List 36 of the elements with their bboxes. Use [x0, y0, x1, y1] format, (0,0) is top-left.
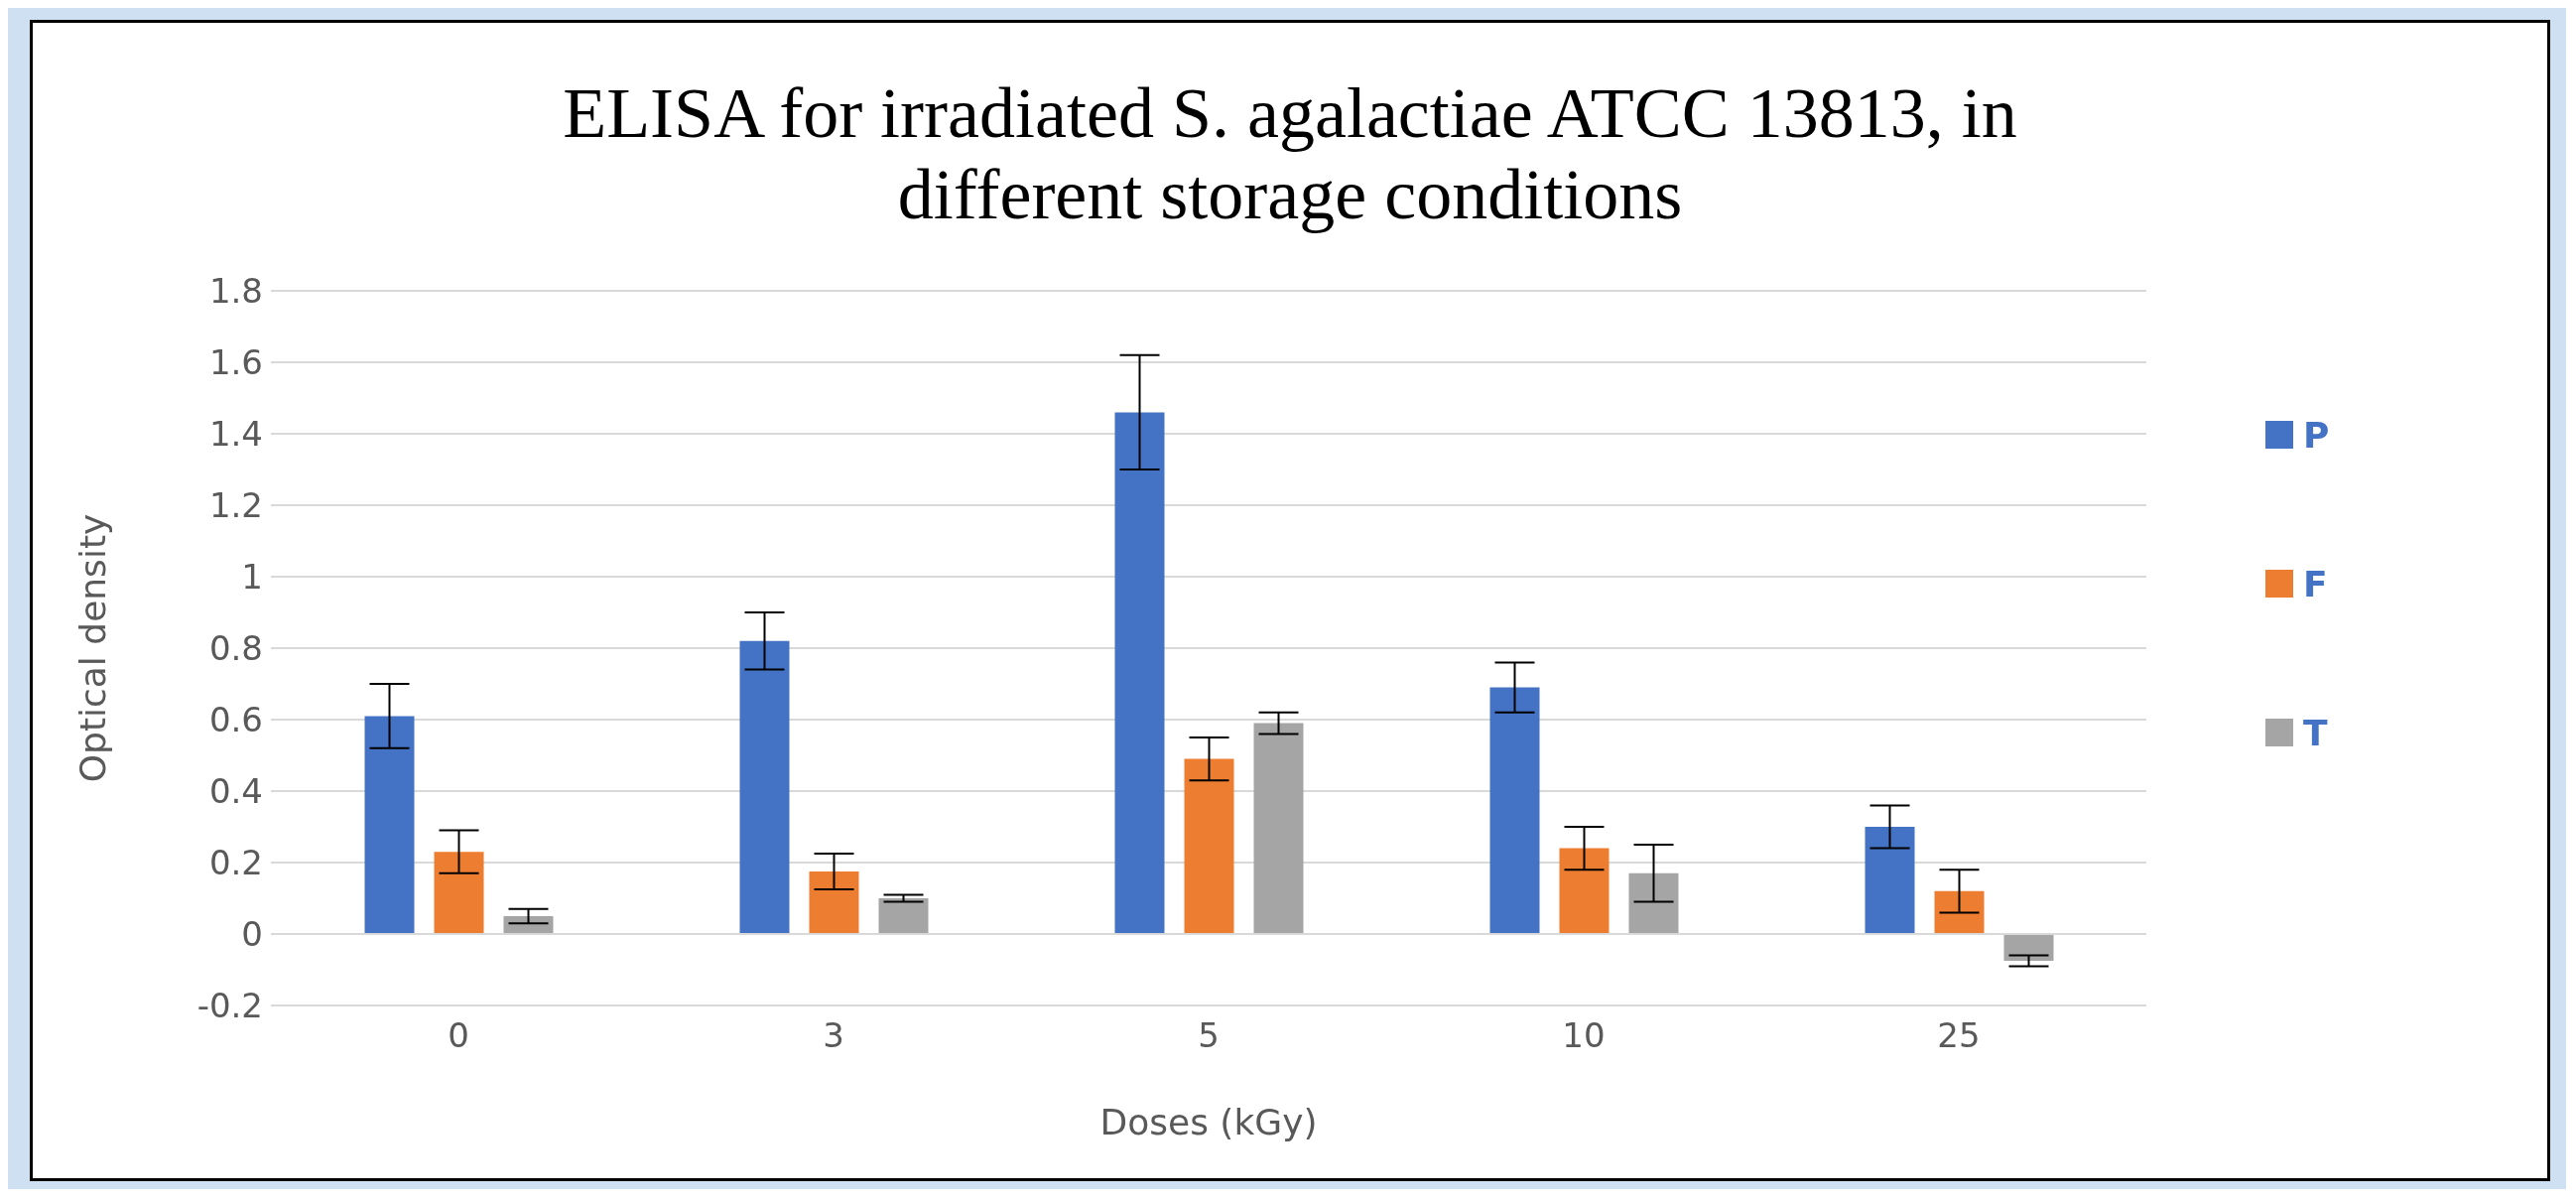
legend-label: F	[2303, 563, 2328, 604]
bar	[2003, 934, 2054, 961]
y-tick-label: 1.2	[208, 485, 263, 526]
bar	[1934, 890, 1985, 934]
y-tick-label: 0	[241, 914, 263, 955]
x-tick-label: 3	[823, 1015, 844, 1056]
x-axis-title: Doses (kGy)	[1099, 1102, 1318, 1142]
y-tick-label: 0.4	[208, 771, 263, 812]
bar	[1865, 827, 1915, 934]
bar	[1628, 872, 1679, 934]
bar	[1184, 758, 1234, 934]
y-tick-label: 1	[241, 557, 263, 598]
y-tick-label: 1.6	[208, 342, 263, 383]
legend-label: P	[2303, 414, 2330, 456]
y-tick-label: 1.4	[208, 414, 263, 455]
y-tick-label: -0.2	[196, 986, 263, 1026]
legend-label: T	[2303, 712, 2328, 753]
chart-title: ELISA for irradiated S. agalactiae ATCC 13813, in different storage conditions	[562, 72, 2018, 235]
x-tick-label: 10	[1562, 1015, 1606, 1056]
x-tick-label: 25	[1937, 1015, 1981, 1056]
x-tick-label: 5	[1198, 1015, 1220, 1056]
y-tick-label: 1.8	[208, 271, 263, 312]
y-tick-label: 0.2	[208, 843, 263, 883]
bar	[1489, 687, 1540, 934]
x-tick-label: 0	[448, 1015, 469, 1056]
bar	[878, 898, 929, 934]
bar	[739, 640, 790, 934]
y-tick-label: 0.8	[208, 628, 263, 669]
bar	[434, 852, 484, 934]
bar	[364, 716, 415, 934]
bar	[1253, 723, 1304, 934]
bar	[1559, 848, 1610, 934]
bar	[809, 871, 859, 934]
bar	[1114, 412, 1165, 934]
y-axis-title: Optical density	[71, 513, 113, 783]
y-tick-label: 0.6	[208, 700, 263, 740]
